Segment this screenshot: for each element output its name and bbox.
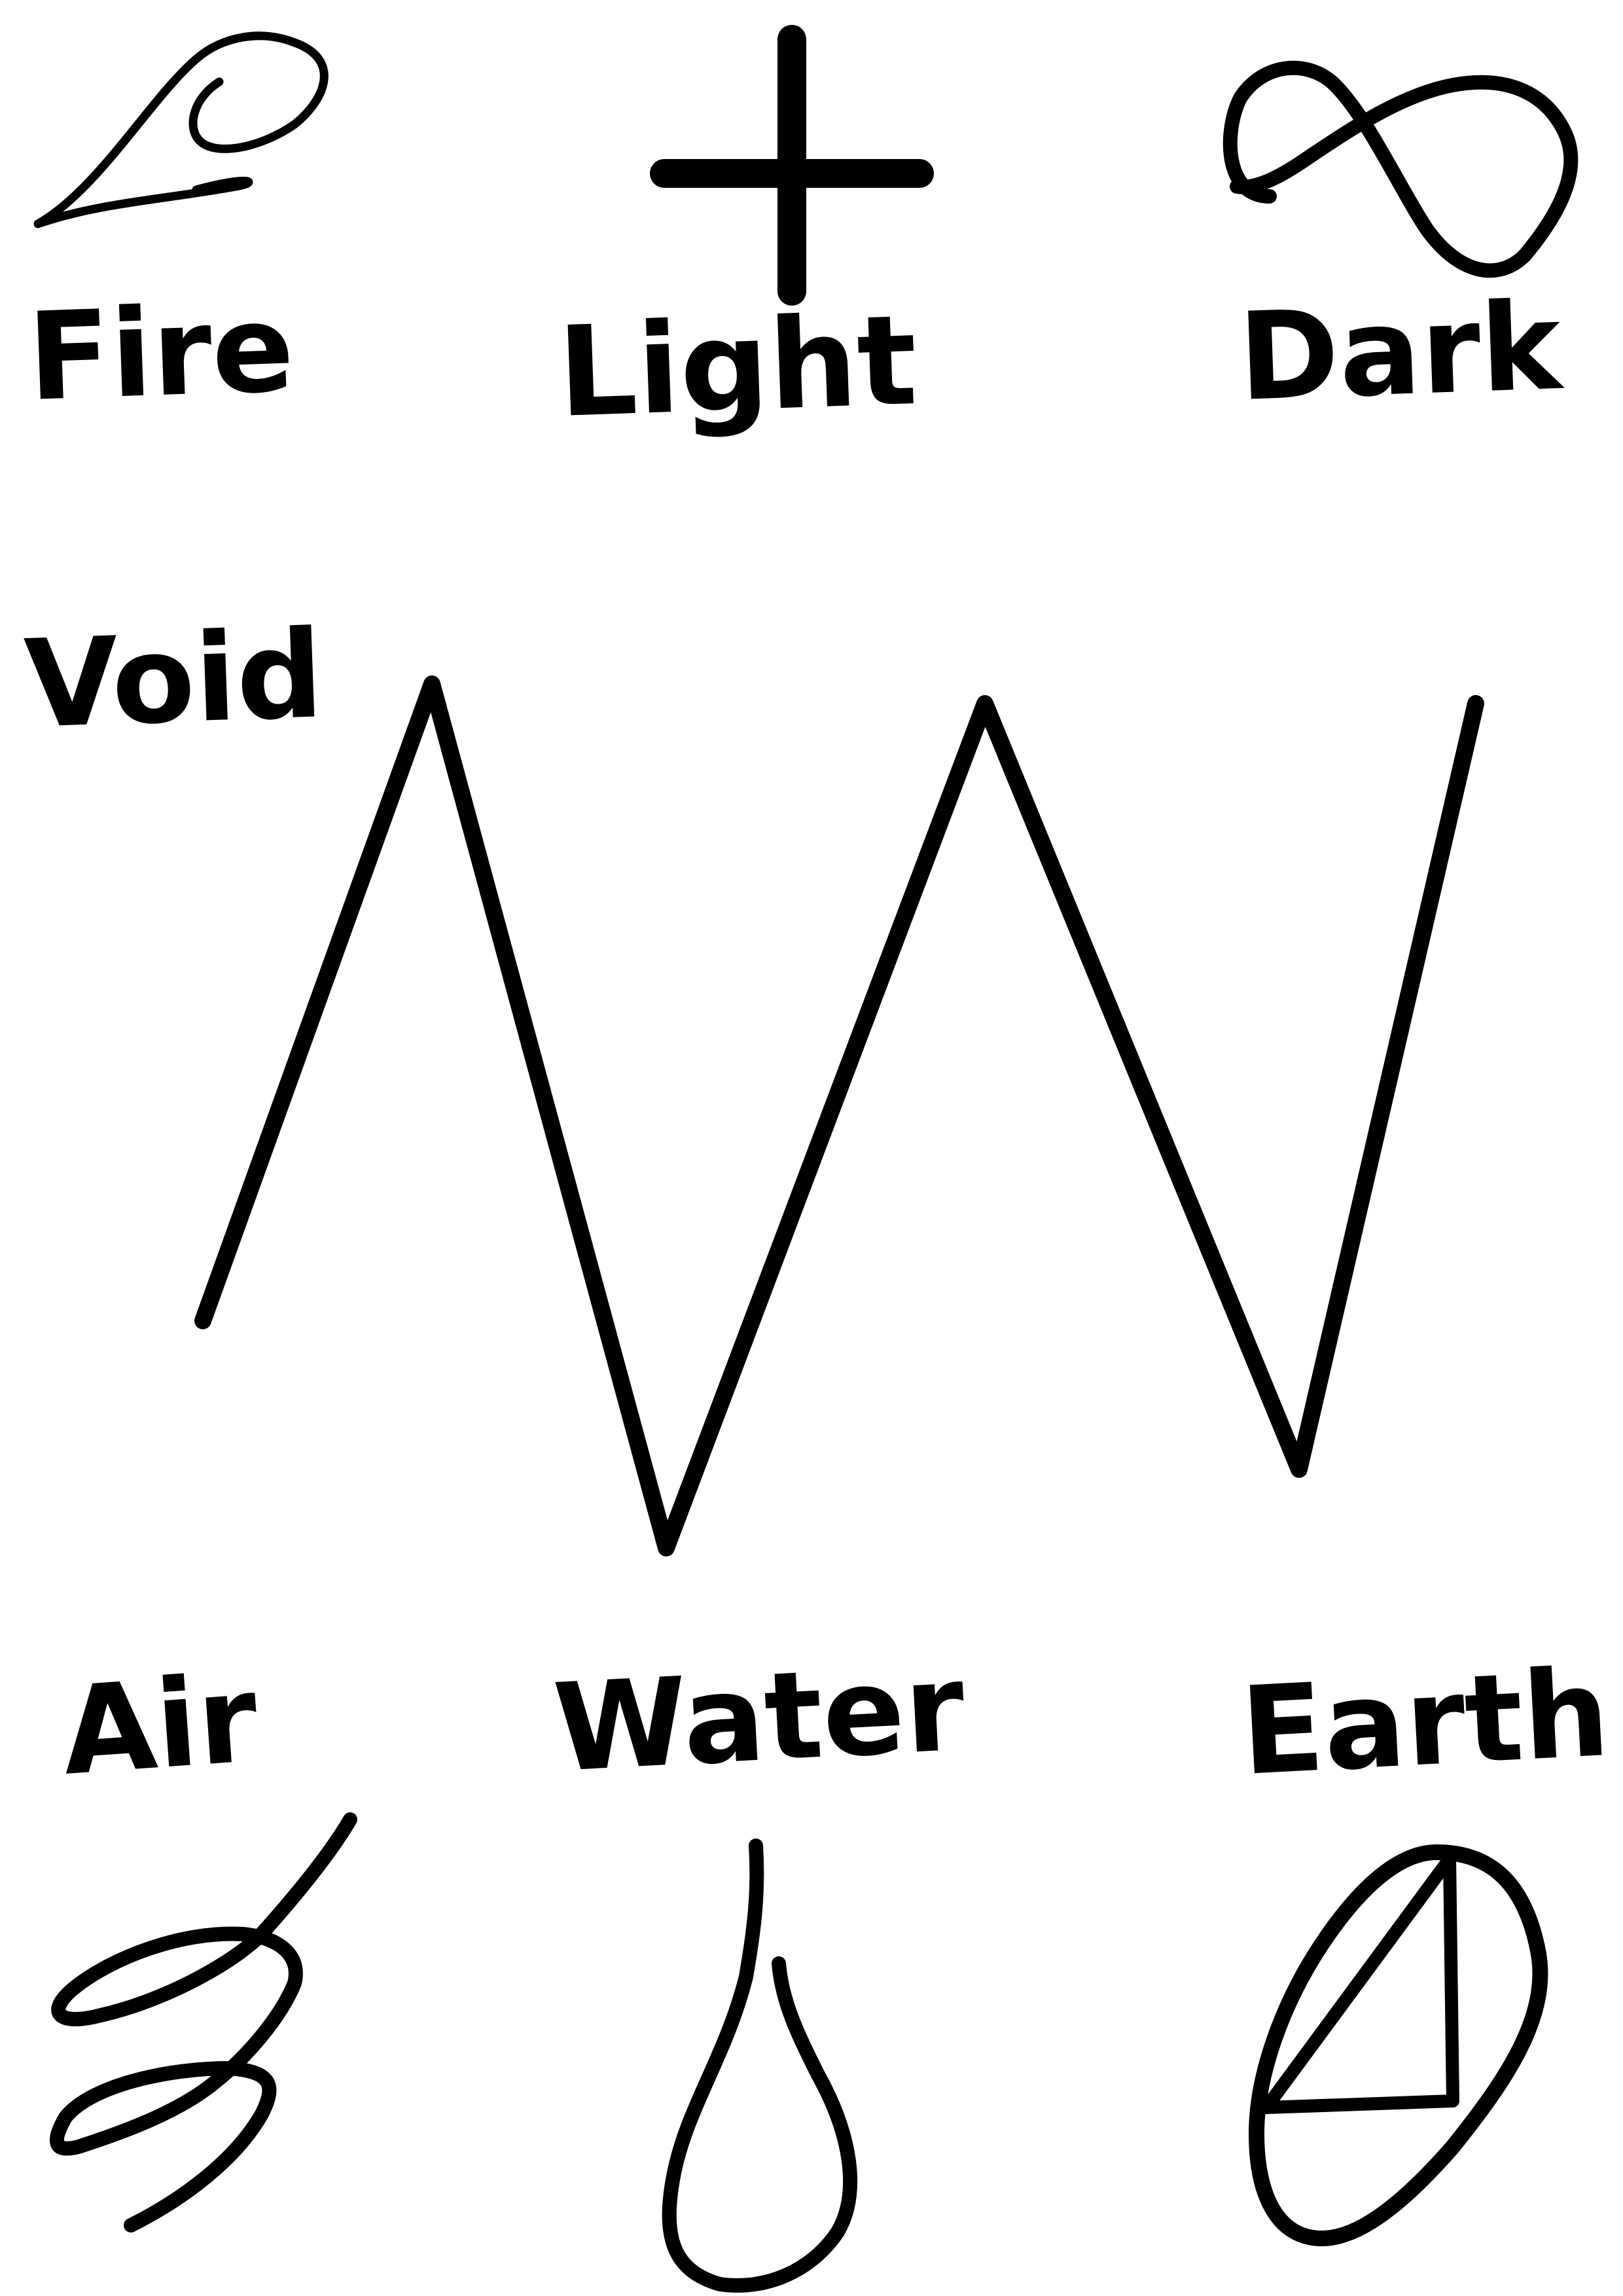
- dark-label: Dark: [1236, 276, 1566, 428]
- air-label: Air: [58, 1648, 262, 1803]
- fire-symbol-icon: [33, 31, 329, 228]
- wind-swirl-icon: [50, 1812, 357, 2233]
- zigzag-icon: [194, 675, 1484, 1556]
- infinity-icon: [1222, 60, 1578, 278]
- water-label: Water: [550, 1636, 968, 1799]
- light-plus-icon: [650, 25, 934, 306]
- earth-symbol-icon: [1249, 1844, 1548, 2246]
- earth-label: Earth: [1238, 1642, 1613, 1803]
- void-label: Void: [22, 603, 325, 755]
- water-drop-icon: [662, 1839, 858, 2293]
- fire-label: Fire: [26, 278, 296, 428]
- light-label: Light: [556, 288, 919, 445]
